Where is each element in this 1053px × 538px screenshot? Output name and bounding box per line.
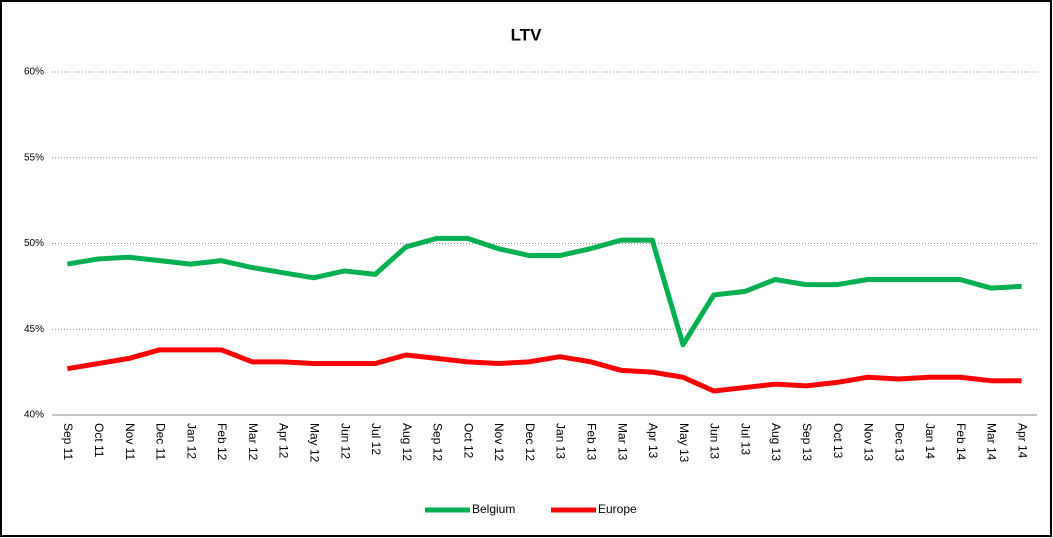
x-tick-label: Feb 12 [215, 423, 229, 461]
x-tick-label: Oct 12 [461, 423, 475, 459]
x-tick-label: Jun 13 [708, 423, 722, 459]
x-tick-label: Jan 12 [184, 423, 198, 459]
legend-label: Belgium [472, 502, 515, 516]
legend-label: Europe [598, 502, 637, 516]
chart-title: LTV [511, 25, 543, 44]
x-tick-label: Apr 13 [646, 423, 660, 459]
x-tick-label: Feb 14 [954, 423, 968, 461]
x-tick-label: Oct 11 [92, 423, 106, 458]
x-tick-label: Sep 12 [431, 423, 445, 461]
x-tick-label: Mar 13 [615, 423, 629, 461]
x-tick-label: Mar 14 [985, 423, 999, 461]
x-tick-label: Apr 14 [1015, 423, 1029, 459]
series-line [66, 235, 1022, 348]
x-tick-label: Dec 11 [154, 423, 168, 460]
y-tick-label: 60% [24, 67, 44, 78]
x-tick-label: Nov 12 [492, 423, 506, 461]
x-tick-label: Aug 12 [400, 423, 414, 461]
y-tick-label: 50% [24, 238, 44, 249]
x-tick-label: Mar 12 [246, 423, 260, 461]
x-tick-label: Jul 12 [369, 423, 383, 455]
series-line [66, 347, 1022, 394]
x-tick-label: Jan 14 [923, 423, 937, 459]
x-tick-label: May 13 [677, 423, 691, 463]
x-tick-label: Jul 13 [738, 423, 752, 455]
y-tick-label: 40% [24, 410, 44, 421]
x-tick-label: Aug 13 [769, 423, 783, 461]
x-tick-label: Nov 11 [123, 423, 137, 460]
x-tick-label: Sep 11 [61, 423, 75, 460]
x-tick-label: Jun 12 [338, 423, 352, 459]
x-tick-label: Oct 13 [831, 423, 845, 459]
x-tick-label: Jan 13 [554, 423, 568, 459]
x-tick-label: Feb 13 [585, 423, 599, 461]
x-tick-label: Apr 12 [277, 423, 291, 459]
x-tick-label: Dec 13 [892, 423, 906, 461]
x-tick-label: Nov 13 [862, 423, 876, 461]
x-tick-label: Dec 12 [523, 423, 537, 461]
x-tick-label: May 12 [307, 423, 321, 463]
y-tick-label: 55% [24, 152, 44, 163]
y-tick-label: 45% [24, 324, 44, 335]
x-tick-label: Sep 13 [800, 423, 814, 461]
